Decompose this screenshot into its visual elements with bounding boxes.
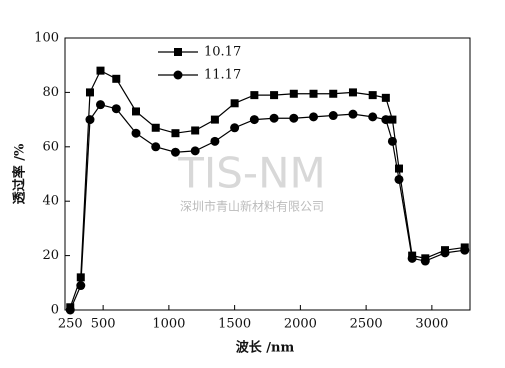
data-point xyxy=(381,115,391,125)
legend-marker xyxy=(174,48,182,56)
data-point xyxy=(131,128,141,138)
data-point xyxy=(269,113,279,123)
data-point xyxy=(368,112,378,122)
data-point xyxy=(460,245,470,255)
data-point xyxy=(210,136,220,146)
data-point xyxy=(170,147,180,157)
data-point xyxy=(112,74,121,83)
watermark: TIS-NM xyxy=(177,149,326,198)
data-point xyxy=(151,142,161,152)
data-point xyxy=(394,164,403,173)
data-point xyxy=(348,88,357,97)
data-point xyxy=(96,66,105,75)
y-tick-label: 100 xyxy=(34,31,59,46)
data-point xyxy=(151,123,160,132)
data-point xyxy=(230,99,239,108)
legend-label: 11.17 xyxy=(204,68,241,83)
y-tick-label: 60 xyxy=(42,139,59,154)
data-point xyxy=(85,88,94,97)
data-point xyxy=(210,115,219,124)
x-tick-label: 2500 xyxy=(350,317,383,332)
legend-marker xyxy=(173,70,183,80)
data-point xyxy=(328,111,338,121)
x-axis-label: 波长 /nm xyxy=(236,340,295,356)
data-point xyxy=(65,305,75,315)
y-axis-label: 透过率 /% xyxy=(12,143,28,204)
data-point xyxy=(171,129,180,138)
data-point xyxy=(76,281,86,291)
x-tick-label: 1000 xyxy=(152,317,185,332)
data-point xyxy=(250,91,259,100)
data-point xyxy=(348,109,358,119)
data-point xyxy=(440,248,450,258)
data-point xyxy=(96,100,106,110)
data-point xyxy=(270,91,279,100)
data-point xyxy=(329,89,338,98)
data-point xyxy=(132,107,141,116)
legend-label: 10.17 xyxy=(204,45,241,60)
x-tick-label: 2000 xyxy=(284,317,317,332)
data-point xyxy=(309,112,319,122)
data-point xyxy=(230,123,240,133)
x-tick-label: 500 xyxy=(91,317,116,332)
x-tick-label: 3000 xyxy=(415,317,448,332)
y-tick-label: 40 xyxy=(42,194,59,209)
data-point xyxy=(289,89,298,98)
data-point xyxy=(387,136,397,146)
watermark-sub: 深圳市青山新材料有限公司 xyxy=(180,199,324,214)
data-point xyxy=(190,146,200,156)
data-point xyxy=(85,115,95,125)
data-point xyxy=(420,256,430,266)
x-tick-label: 1500 xyxy=(218,317,251,332)
data-point xyxy=(249,115,259,125)
y-tick-label: 80 xyxy=(42,85,59,100)
data-point xyxy=(407,253,417,263)
data-point xyxy=(381,93,390,102)
plot-frame xyxy=(64,37,471,311)
data-point xyxy=(309,89,318,98)
data-point xyxy=(289,113,299,123)
data-point xyxy=(111,104,121,114)
y-tick-label: 0 xyxy=(51,303,59,318)
y-tick-label: 20 xyxy=(42,248,59,263)
data-point xyxy=(388,115,397,124)
data-point xyxy=(368,91,377,100)
data-point xyxy=(191,126,200,135)
x-tick-label: 250 xyxy=(58,317,83,332)
data-point xyxy=(394,174,404,184)
